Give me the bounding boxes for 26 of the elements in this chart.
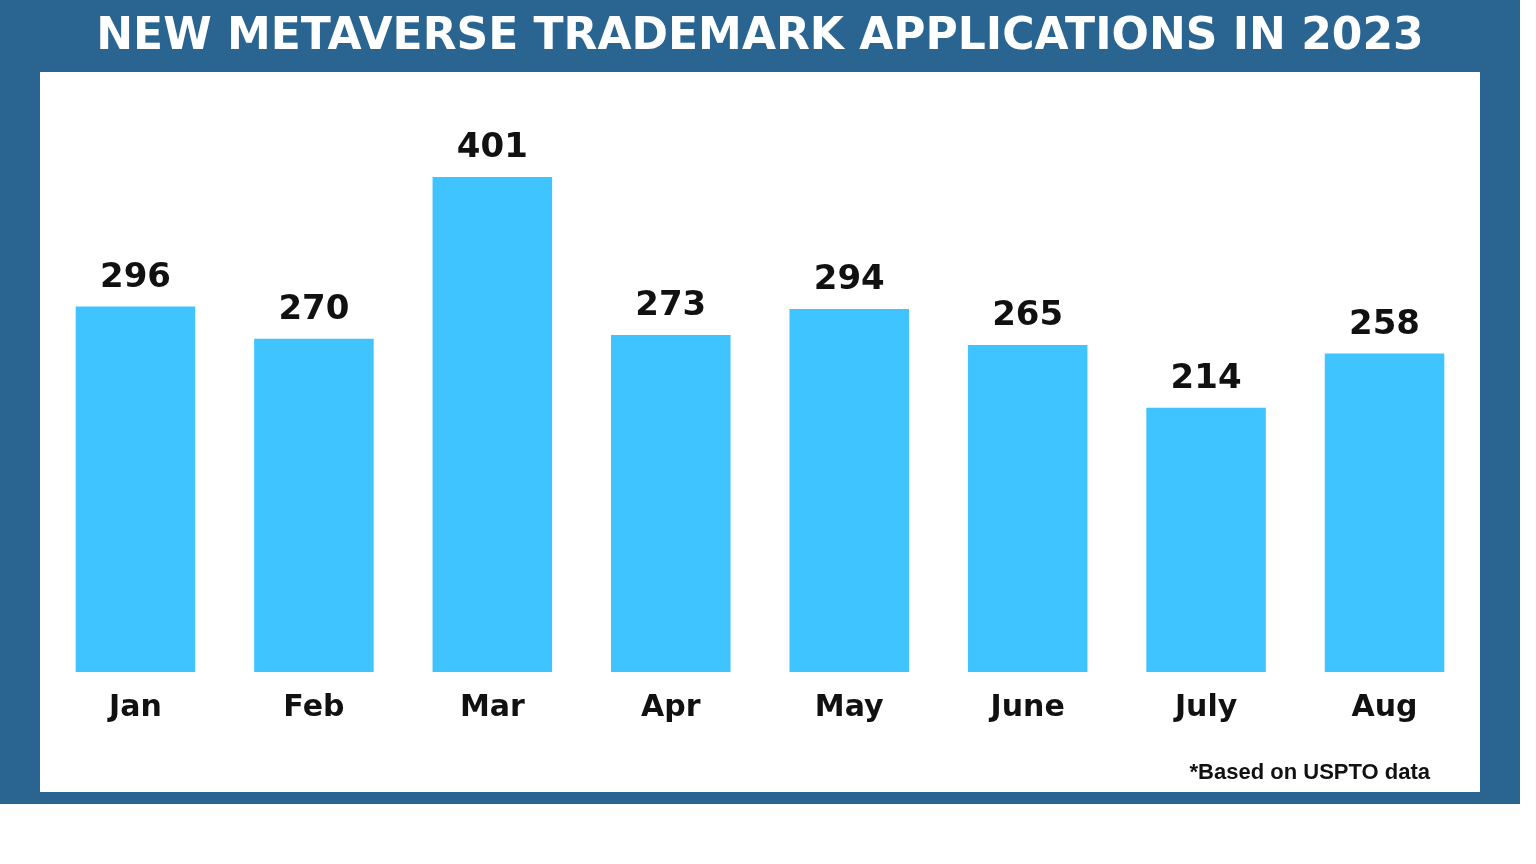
x-tick-label: Feb bbox=[283, 688, 345, 723]
bar bbox=[1324, 353, 1445, 672]
x-tick-label: July bbox=[1172, 688, 1238, 723]
bar bbox=[611, 335, 731, 672]
bar bbox=[789, 309, 909, 672]
chart-title: NEW METAVERSE TRADEMARK APPLICATIONS IN 2023 bbox=[96, 8, 1424, 59]
bar bbox=[432, 177, 553, 672]
x-tick-label: Mar bbox=[459, 688, 525, 723]
data-label: 401 bbox=[456, 125, 528, 165]
data-label: 214 bbox=[1170, 355, 1242, 396]
data-label: 296 bbox=[99, 254, 171, 295]
data-label: 270 bbox=[278, 286, 350, 327]
data-label: 258 bbox=[1349, 301, 1421, 342]
data-label: 294 bbox=[813, 257, 885, 298]
bar bbox=[254, 338, 374, 672]
x-tick-label: May bbox=[814, 688, 885, 723]
bar bbox=[1146, 407, 1266, 672]
data-label: 265 bbox=[992, 292, 1064, 333]
bar bbox=[75, 306, 196, 672]
text: *Based on USPTO data bbox=[1189, 759, 1431, 784]
x-tick-label: Apr bbox=[641, 688, 701, 723]
bar bbox=[967, 344, 1088, 672]
x-tick-label: June bbox=[988, 688, 1065, 723]
x-tick-label: Jan bbox=[107, 688, 162, 723]
x-tick-label: Aug bbox=[1351, 688, 1418, 723]
data-label: 273 bbox=[635, 283, 707, 324]
